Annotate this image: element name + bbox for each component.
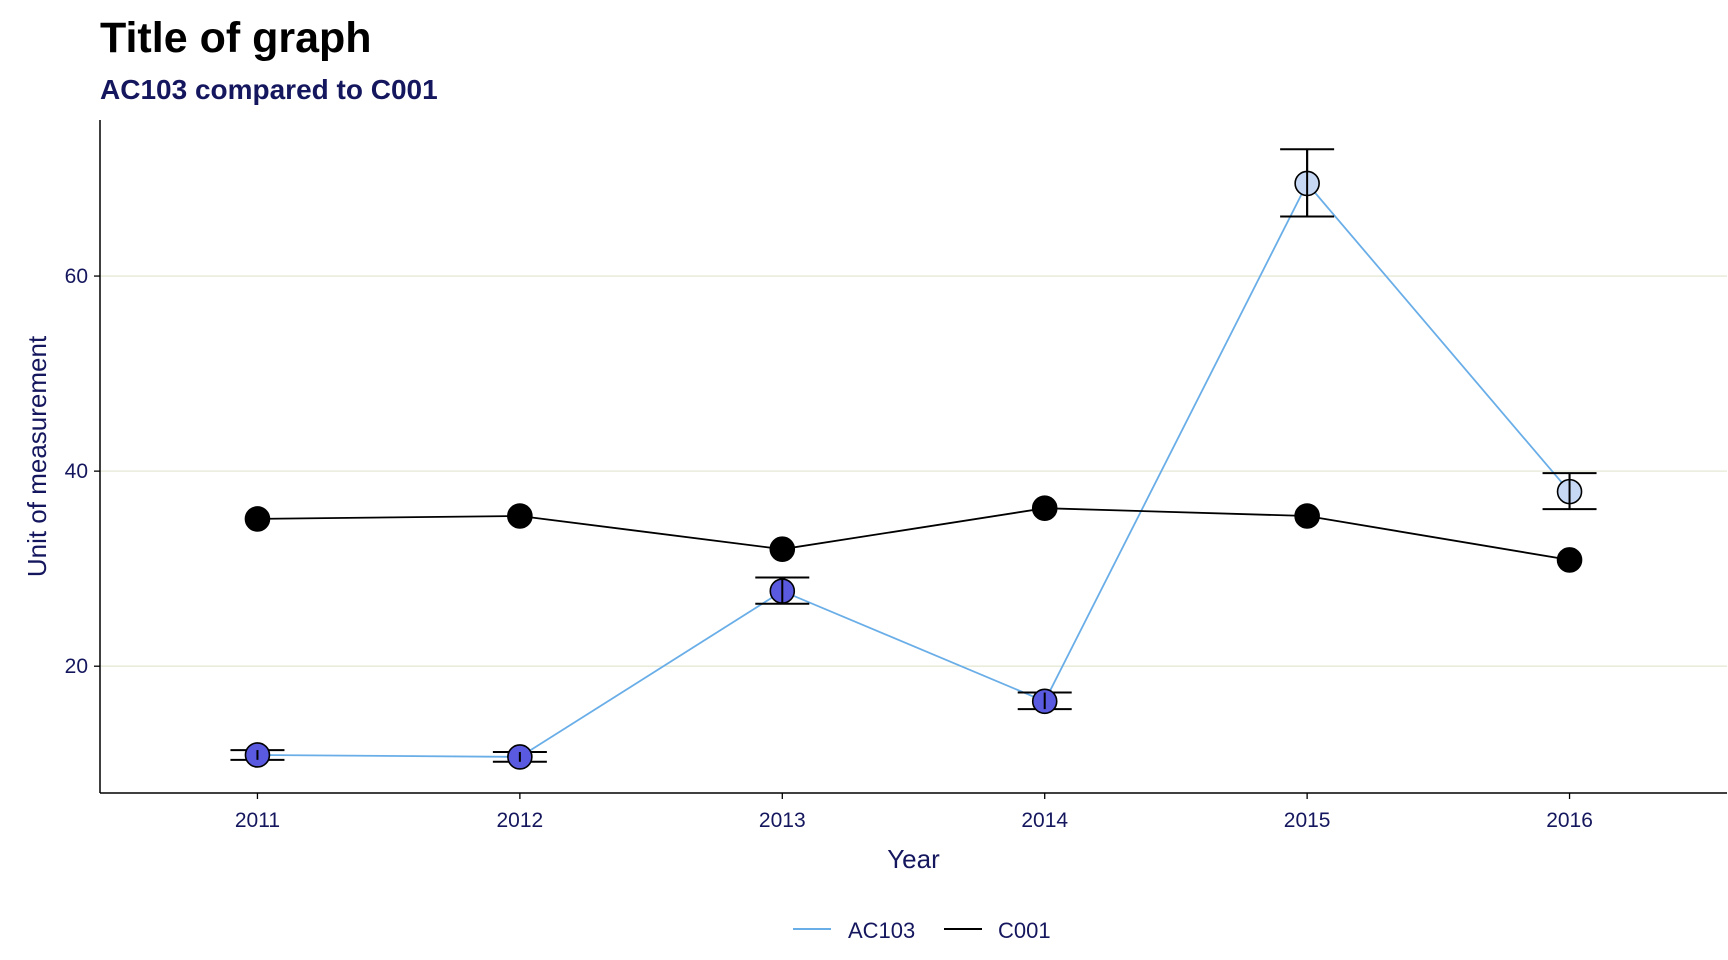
series-line-c001 [257,507,1570,561]
y-tick-label-60: 60 [65,265,88,288]
chart-subtitle: AC103 compared to C001 [100,74,438,105]
axes [94,120,1727,799]
data-point-c001-2012 [507,503,533,529]
series-line-ac103 [257,181,1571,758]
error-bars [230,148,1597,763]
y-tick-label-20: 20 [65,655,88,678]
x-tick-label-2012: 2012 [497,809,544,832]
x-tick-label-2014: 2014 [1021,809,1068,832]
series-lines [257,181,1571,758]
legend: AC103 C001 [793,918,1051,943]
y-axis-title: Unit of measurement [22,335,52,577]
x-tick-label-2011: 2011 [235,809,280,832]
data-point-c001-2011 [244,506,271,532]
data-points [244,149,1583,770]
legend-label-ac103: AC103 [848,918,915,943]
tick-labels: 20 40 60 2011 2012 2013 2014 2015 2016 [65,265,1593,832]
legend-label-c001: C001 [998,918,1051,943]
chart-title: Title of graph [100,14,372,62]
x-tick-label-2016: 2016 [1546,809,1593,832]
data-point-c001-2016 [1556,547,1583,573]
x-tick-label-2013: 2013 [759,809,806,832]
x-axis-title: Year [887,844,940,874]
data-point-c001-2014 [1031,495,1058,521]
y-tick-label-40: 40 [65,460,88,483]
data-point-c001-2013 [769,536,796,562]
x-tick-label-2015: 2015 [1284,809,1331,832]
gridlines [100,275,1727,667]
data-point-c001-2015 [1294,503,1320,529]
